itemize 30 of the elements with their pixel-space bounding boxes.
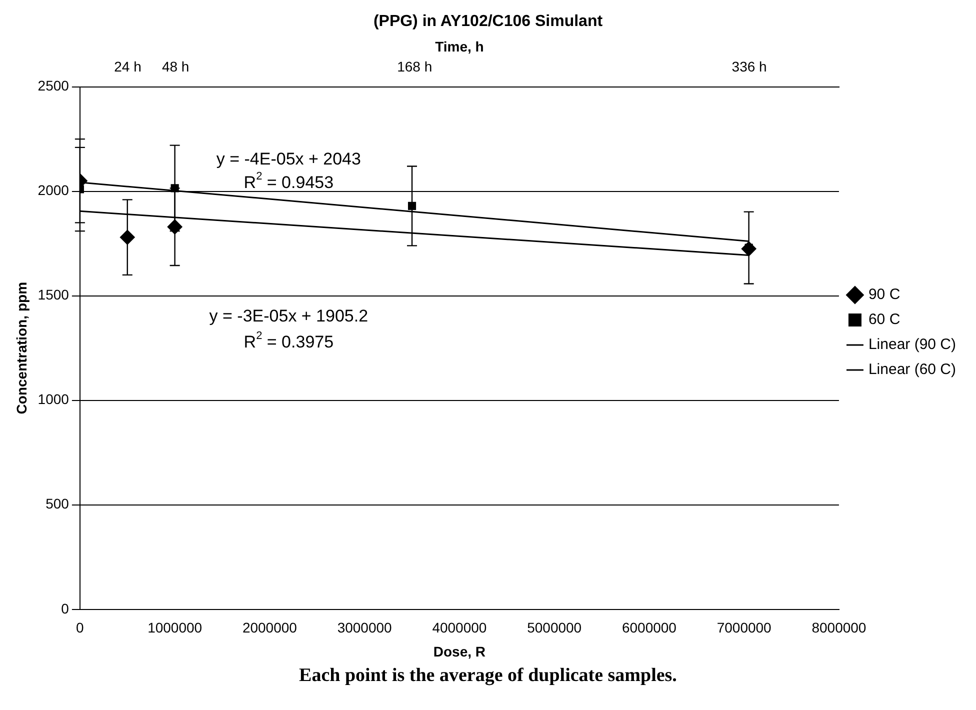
y-tick-label: 2500 (38, 78, 70, 94)
legend-label: Linear (90 C) (868, 336, 956, 354)
x2-tick-label: 24 h (114, 58, 142, 74)
y-tick-label: 2000 (38, 182, 70, 198)
x2-axis-title: Time, h (435, 38, 484, 54)
x2-tick-label: 168 h (397, 58, 432, 74)
x-tick-label: 4000000 (432, 620, 487, 636)
annotation: y = -3E-05x + 1905.2 (209, 306, 368, 326)
y-tick-label: 1500 (38, 286, 70, 303)
x-tick-label: 3000000 (337, 620, 392, 636)
legend-label: 90 C (868, 286, 900, 304)
x-tick-label: 2000000 (242, 620, 298, 636)
x-tick-label: 0 (76, 620, 84, 636)
legend-label: Linear (60 C) (868, 361, 956, 378)
annotation: y = -4E-05x + 2043 (216, 150, 361, 169)
x-tick-label: 7000000 (716, 620, 772, 636)
x-tick-label: 5000000 (527, 620, 582, 636)
chart-title: (PPG) in AY102/C106 Simulant (373, 13, 604, 30)
y-axis-title: Concentration, ppm (13, 282, 30, 414)
x-axis-title: Dose, R (433, 643, 486, 660)
y-tick-label: 0 (61, 600, 70, 616)
y-tick-label: 500 (46, 496, 70, 512)
x-tick-label: 1000000 (148, 620, 202, 636)
y-tick-label: 1000 (38, 391, 70, 408)
x-tick-label: 8000000 (812, 620, 866, 636)
text: Each point is the average of duplicate samples. (298, 665, 678, 687)
x-tick-label: 6000000 (622, 620, 677, 636)
legend-label: 60 C (868, 311, 900, 328)
x2-tick-label: 48 h (162, 58, 190, 74)
x2-tick-label: 336 h (732, 58, 767, 74)
